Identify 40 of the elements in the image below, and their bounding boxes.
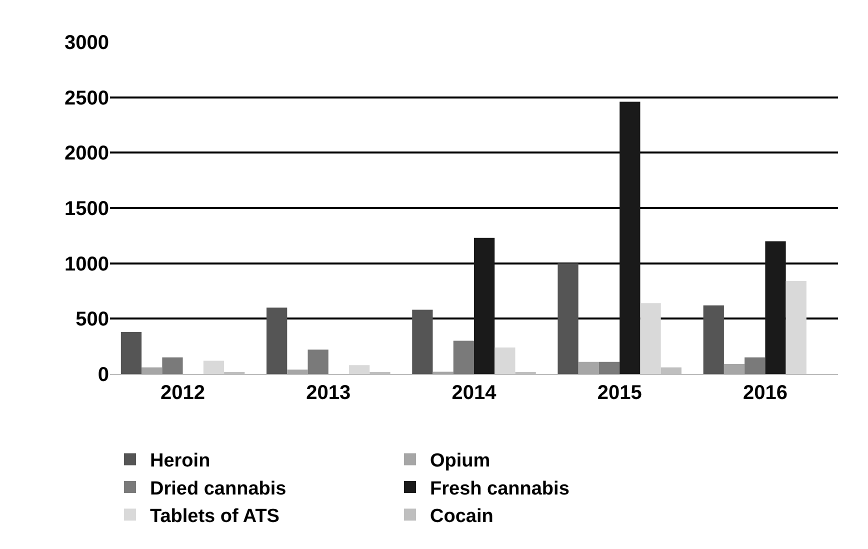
bar [412, 310, 433, 374]
bar [308, 350, 328, 374]
bar [494, 347, 516, 374]
legend-label: Heroin [150, 450, 210, 472]
bar [620, 102, 640, 374]
bar [349, 365, 370, 374]
bar [786, 281, 806, 374]
legend-label: Fresh cannabis [430, 478, 570, 500]
bar [640, 303, 661, 374]
bar [120, 332, 142, 374]
bar [203, 360, 224, 374]
y-tick-label: 500 [76, 308, 109, 331]
x-tick-label: 2012 [160, 382, 206, 404]
bar [578, 362, 599, 374]
x-tick-label: 2016 [742, 382, 788, 404]
bar [765, 241, 786, 374]
x-tick-label: 2014 [452, 382, 498, 404]
legend-label: Dried cannabis [150, 478, 286, 500]
y-tick-label: 1500 [64, 198, 109, 220]
x-tick-label: 2015 [597, 382, 642, 404]
bar [266, 308, 288, 374]
bar [474, 238, 495, 374]
bar [598, 362, 620, 374]
y-tick-label: 0 [98, 364, 109, 386]
bar [287, 370, 308, 374]
bar [453, 340, 474, 374]
bar [142, 367, 162, 374]
bar [744, 357, 766, 374]
y-tick-label: 1000 [64, 253, 109, 276]
y-tick-label: 2000 [64, 142, 109, 165]
bar [703, 305, 724, 374]
x-tick-label: 2013 [306, 382, 351, 404]
legend-label: Cocain [430, 506, 494, 528]
legend-label: Opium [430, 450, 490, 472]
legend-label: Tablets of ATS [150, 506, 280, 528]
bar [558, 263, 578, 374]
y-tick-label: 3000 [64, 32, 109, 54]
y-tick-label: 2500 [64, 87, 109, 110]
bar [162, 357, 183, 374]
bar [724, 364, 745, 374]
